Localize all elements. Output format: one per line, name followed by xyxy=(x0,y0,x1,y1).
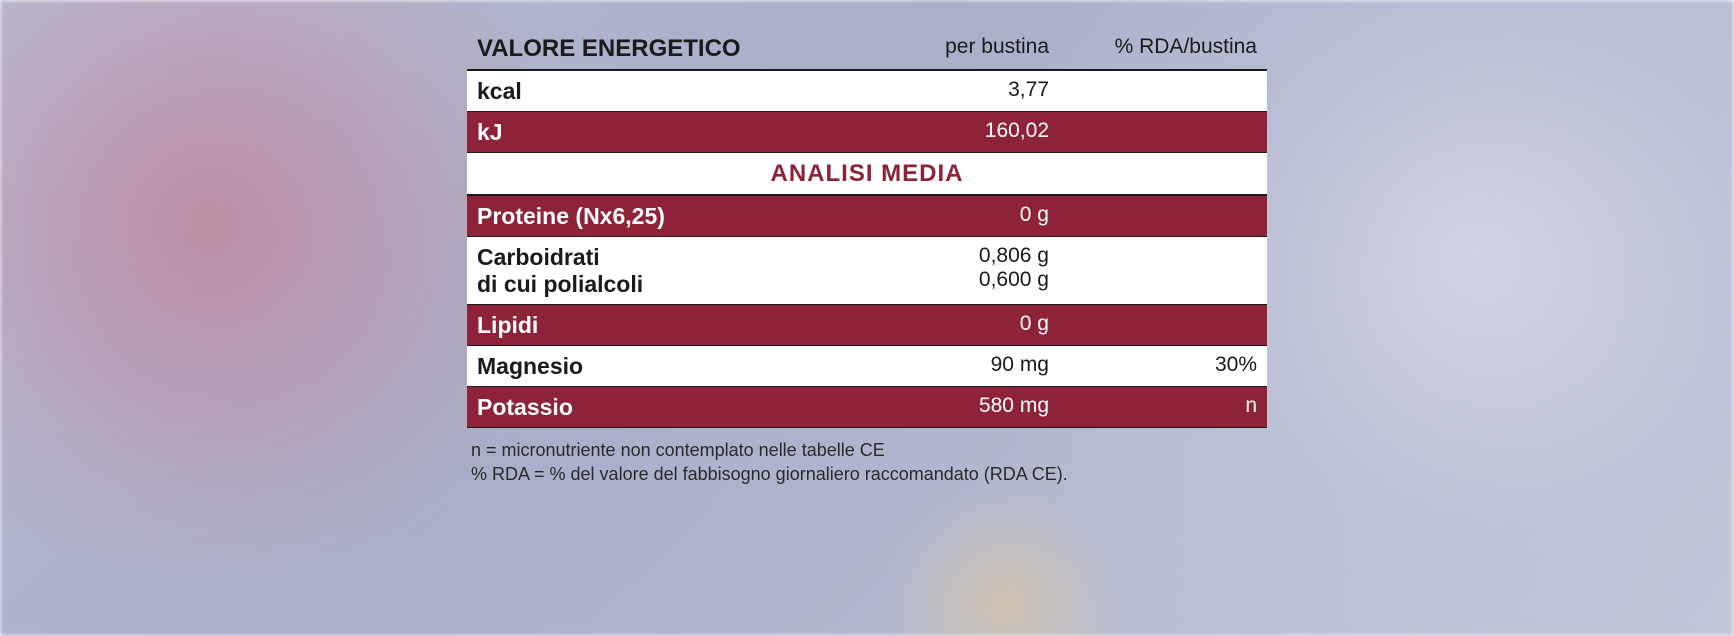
row-name-line1: Carboidrati xyxy=(477,244,809,271)
section-label: ANALISI MEDIA xyxy=(467,153,1267,196)
table-row: Lipidi 0 g xyxy=(467,305,1267,346)
header-per-sachet: per bustina xyxy=(819,28,1059,70)
row-val: 0,806 g 0,600 g xyxy=(819,237,1059,305)
table-row: Magnesio 90 mg 30% xyxy=(467,346,1267,387)
row-name: Lipidi xyxy=(467,305,819,346)
row-name: Proteine (Nx6,25) xyxy=(467,195,819,237)
row-name: kJ xyxy=(467,112,819,153)
footnote-line: % RDA = % del valore del fabbisogno gior… xyxy=(471,462,1267,486)
row-rda xyxy=(1059,70,1267,112)
row-name: Magnesio xyxy=(467,346,819,387)
footnotes: n = micronutriente non contemplato nelle… xyxy=(467,438,1267,487)
header-title: VALORE ENERGETICO xyxy=(467,28,819,70)
row-rda: 30% xyxy=(1059,346,1267,387)
row-name: Potassio xyxy=(467,387,819,428)
footnote-line: n = micronutriente non contemplato nelle… xyxy=(471,438,1267,462)
nutrition-panel: VALORE ENERGETICO per bustina % RDA/bust… xyxy=(467,28,1267,487)
row-val-line1: 0,806 g xyxy=(829,244,1049,268)
table-row: Potassio 580 mg n xyxy=(467,387,1267,428)
row-rda xyxy=(1059,305,1267,346)
table-row: Proteine (Nx6,25) 0 g xyxy=(467,195,1267,237)
row-rda: n xyxy=(1059,387,1267,428)
row-val: 0 g xyxy=(819,305,1059,346)
table-row: kJ 160,02 xyxy=(467,112,1267,153)
row-rda xyxy=(1059,112,1267,153)
row-val: 0 g xyxy=(819,195,1059,237)
row-val: 580 mg xyxy=(819,387,1059,428)
row-rda xyxy=(1059,237,1267,305)
row-val: 3,77 xyxy=(819,70,1059,112)
header-rda: % RDA/bustina xyxy=(1059,28,1267,70)
row-rda xyxy=(1059,195,1267,237)
table-header-row: VALORE ENERGETICO per bustina % RDA/bust… xyxy=(467,28,1267,70)
row-name-line2: di cui polialcoli xyxy=(477,271,809,298)
nutrition-table: VALORE ENERGETICO per bustina % RDA/bust… xyxy=(467,28,1267,428)
section-row: ANALISI MEDIA xyxy=(467,153,1267,196)
row-val-line2: 0,600 g xyxy=(829,268,1049,292)
table-row: kcal 3,77 xyxy=(467,70,1267,112)
table-row: Carboidrati di cui polialcoli 0,806 g 0,… xyxy=(467,237,1267,305)
row-val: 90 mg xyxy=(819,346,1059,387)
row-val: 160,02 xyxy=(819,112,1059,153)
row-name: Carboidrati di cui polialcoli xyxy=(467,237,819,305)
row-name: kcal xyxy=(467,70,819,112)
